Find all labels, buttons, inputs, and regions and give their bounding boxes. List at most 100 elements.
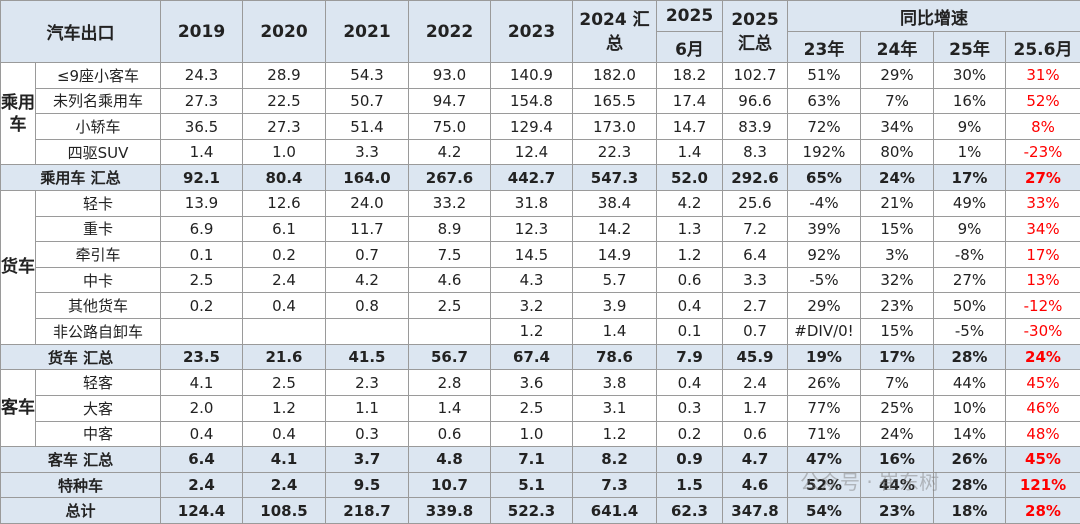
data-row: 四驱SUV 1.4 1.0 3.3 4.2 12.4 22.3 1.4 8.3 192% 80% 1%… [1,138,1080,166]
value-cell: 1.0 [490,420,573,448]
value-cell: 2.4 [242,471,326,499]
value-cell: 18.2 [656,62,723,89]
value-cell: 34% [860,113,934,140]
value-cell: 75.0 [408,113,491,140]
value-cell: 80.4 [242,164,326,192]
value-cell: 2.5 [408,292,491,320]
data-row: 货车 轻卡 13.9 12.6 24.0 33.2 31.8 38.4 4.2 25.6 -4% 21… [0,190,1080,345]
value-cell: 140.9 [490,62,573,89]
value-cell: 23.5 [160,343,243,371]
value-cell: 218.7 [325,497,409,524]
value-cell: 24.3 [160,62,243,89]
value-cell: -12% [1005,292,1080,320]
value-cell: 27% [933,266,1006,294]
value-cell: 45% [1005,446,1080,473]
value-cell [242,318,326,345]
table-header: 汽车出口 2019 2020 2021 2022 2023 2024 汇总 20… [0,0,1080,63]
value-cell: 165.5 [572,87,657,115]
summary-row: 乘用车 汇总 92.1 80.4 164.0 267.6 442.7 547.3 52.0 29… [0,164,1080,192]
header-row: 汽车出口 2019 2020 2021 2022 2023 2024 汇总 20… [0,0,1080,63]
value-cell: -5% [933,318,1006,345]
total-2024-header: 2024 汇总 [572,0,657,63]
value-cell: 92% [787,241,861,268]
data-row: 小轿车 36.5 27.3 51.4 75.0 129.4 173.0 14.7 83.9 72%… [1,113,1080,140]
value-cell: 14.9 [572,241,657,268]
row-label: 四驱SUV [35,138,161,166]
row-label: 未列名乘用车 [35,87,161,115]
corner-header: 汽车出口 [0,0,161,63]
value-cell: 124.4 [160,497,243,524]
summary-row: 特种车 2.4 2.4 9.5 10.7 5.1 7.3 1.5 4.6 52% 44% 28% 121… [0,471,1080,499]
value-cell: 3% [860,241,934,268]
value-cell: 102.7 [722,62,788,89]
row-label: 中客 [35,420,161,448]
value-cell: 21% [860,190,934,217]
table-body: 乘用车 ≤9座小客车 24.3 28.9 54.3 93.0 140.9 182.0 18.2 1… [0,61,1080,524]
value-cell: 7.3 [572,471,657,499]
value-cell: 4.7 [722,446,788,473]
value-cell: #DIV/0! [787,318,861,345]
value-cell: 4.6 [722,471,788,499]
value-cell: 0.4 [160,420,243,448]
data-row: 牵引车 0.1 0.2 0.7 7.5 14.5 14.9 1.2 6.4 92% 3% -8% 17% [1,241,1080,268]
value-cell: 8.3 [722,138,788,166]
value-cell: 31.8 [490,190,573,217]
value-cell: -5% [787,266,861,294]
year-2025-header: 2025 [656,0,723,32]
value-cell: 22.3 [572,138,657,166]
value-cell: 41.5 [325,343,409,371]
value-cell: 78.6 [572,343,657,371]
value-cell: 2.5 [160,266,243,294]
value-cell: 26% [787,369,861,396]
value-cell: 14% [933,420,1006,448]
value-cell: 44% [860,471,934,499]
data-row: 其他货车 0.2 0.4 0.8 2.5 3.2 3.9 0.4 2.7 29% 23% 50% -12… [1,292,1080,320]
value-cell: 8.9 [408,215,491,243]
row-label: 货车 汇总 [0,343,161,371]
value-cell: 4.2 [656,190,723,217]
value-cell: 39% [787,215,861,243]
value-cell: 13% [1005,266,1080,294]
value-cell: -4% [787,190,861,217]
data-row: 中卡 2.5 2.4 4.2 4.6 4.3 5.7 0.6 3.3 -5% 32% 27% 13% [1,266,1080,294]
year-header: 2019 [160,0,243,63]
value-cell: 3.1 [572,394,657,422]
value-cell: 6.9 [160,215,243,243]
value-cell: 2.5 [242,369,326,396]
value-cell: 0.6 [408,420,491,448]
value-cell: 0.8 [325,292,409,320]
data-row: 大客 2.0 1.2 1.1 1.4 2.5 3.1 0.3 1.7 77% 25% 10% 46% [1,394,1080,422]
value-cell: 96.6 [722,87,788,115]
value-cell: 1.4 [408,394,491,422]
value-cell: 0.3 [325,420,409,448]
value-cell: 2.4 [722,369,788,396]
value-cell: 14.5 [490,241,573,268]
value-cell: -8% [933,241,1006,268]
value-cell: 1.4 [572,318,657,345]
value-cell: 27.3 [160,87,243,115]
value-cell: 94.7 [408,87,491,115]
value-cell: 4.8 [408,446,491,473]
value-cell: 28% [933,471,1006,499]
value-cell: 1.2 [490,318,573,345]
value-cell: 9.5 [325,471,409,499]
summary-row: 总计 124.4 108.5 218.7 339.8 522.3 641.4 62.3 347.… [0,497,1080,524]
value-cell: 3.9 [572,292,657,320]
value-cell: 164.0 [325,164,409,192]
value-cell: 17.4 [656,87,723,115]
value-cell: 1.5 [656,471,723,499]
value-cell: 28% [933,343,1006,371]
value-cell: 1.4 [160,138,243,166]
growth-col-header: 24年 [860,31,934,63]
summary-row: 客车 汇总 6.4 4.1 3.7 4.8 7.1 8.2 0.9 4.7 47% 16% 26% 45… [0,446,1080,473]
value-cell: 1% [933,138,1006,166]
value-cell: 36.5 [160,113,243,140]
row-label: 轻客 [35,369,161,396]
row-label: 大客 [35,394,161,422]
value-cell: 50% [933,292,1006,320]
value-cell: 10.7 [408,471,491,499]
value-cell: 27.3 [242,113,326,140]
value-cell: 0.6 [656,266,723,294]
value-cell: 12.3 [490,215,573,243]
value-cell: 173.0 [572,113,657,140]
